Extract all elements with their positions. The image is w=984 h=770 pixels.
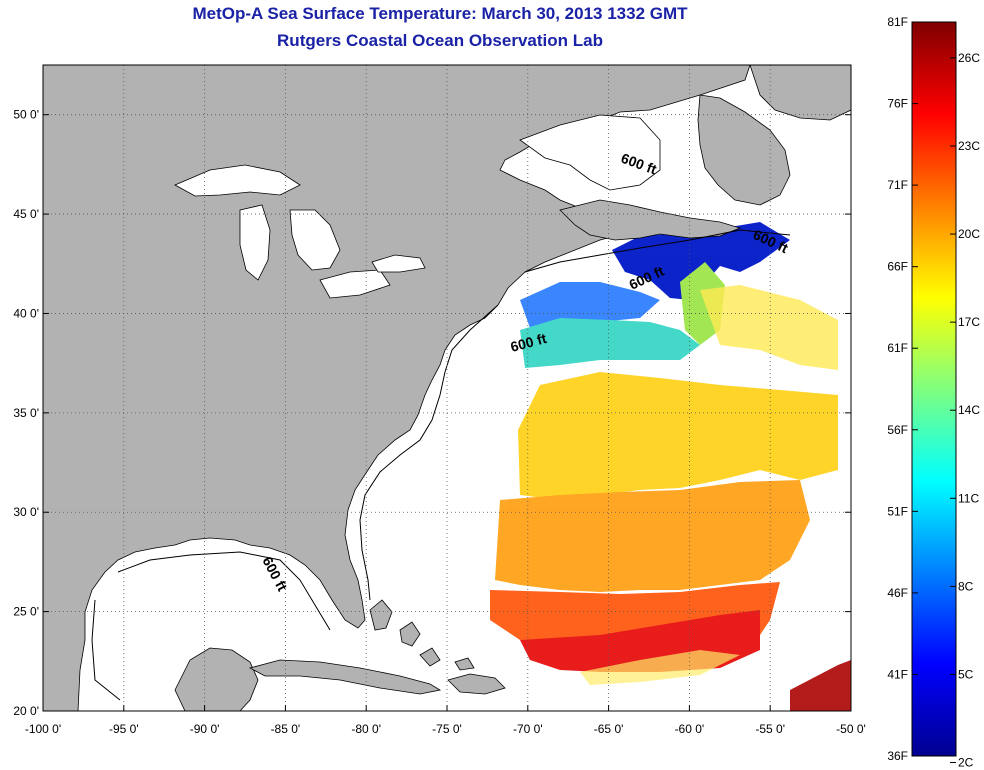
lon-tick-label: -55 0' — [755, 722, 785, 736]
lat-tick-label: 30 0' — [13, 505, 39, 519]
lat-tick-label: 40 0' — [13, 306, 39, 320]
colorbar-f-label: 66F — [887, 260, 908, 274]
colorbar-c-label: 11C — [958, 491, 979, 505]
colorbar-celsius-labels: 2C 5C 8C 11C 14C 17C 20C 23C 26C — [950, 51, 980, 770]
colorbar-c-label: 5C — [958, 667, 974, 681]
colorbar-c-label: 14C — [958, 403, 980, 417]
colorbar-f-label: 56F — [887, 423, 908, 437]
colorbar-c-label: 17C — [958, 315, 980, 329]
lon-tick-label: -95 0' — [109, 722, 139, 736]
colorbar-c-label: 23C — [958, 139, 980, 153]
lon-tick-label: -65 0' — [594, 722, 624, 736]
lat-tick-label: 25 0' — [13, 605, 39, 619]
colorbar-f-label: 71F — [887, 178, 908, 192]
lon-tick-label: -100 0' — [25, 722, 61, 736]
lon-tick-label: -50 0' — [836, 722, 866, 736]
lon-tick-label: -85 0' — [271, 722, 301, 736]
colorbar-f-label: 61F — [887, 341, 908, 355]
sst-swath — [490, 222, 851, 711]
colorbar-fahrenheit-labels: 36F 41F 46F 51F 56F 61F 66F 71F 76F 81F — [887, 15, 918, 763]
depth-contour-600ft — [91, 229, 791, 701]
lat-tick-label: 20 0' — [13, 704, 39, 718]
lakes — [174, 114, 661, 299]
lon-tick-label: -80 0' — [351, 722, 381, 736]
lat-tick-label: 35 0' — [13, 406, 39, 420]
map-title: MetOp-A Sea Surface Temperature: March 3… — [192, 4, 688, 23]
map-subtitle: Rutgers Coastal Ocean Observation Lab — [277, 31, 603, 50]
lon-tick-label: -75 0' — [432, 722, 462, 736]
lon-tick-label: -70 0' — [513, 722, 543, 736]
lat-tick-label: 45 0' — [13, 207, 39, 221]
colorbar-c-label: 26C — [958, 51, 980, 65]
colorbar-c-label: 2C — [958, 756, 974, 770]
colorbar-c-label: 8C — [958, 579, 974, 593]
colorbar-f-label: 51F — [887, 504, 908, 518]
colorbar-f-label: 76F — [887, 97, 908, 111]
colorbar-f-label: 81F — [887, 15, 908, 29]
lat-tick-label: 50 0' — [13, 108, 39, 122]
temperature-colorbar — [911, 21, 957, 757]
longitude-tick-labels: -100 0' -95 0' -90 0' -85 0' -80 0' -75 0' -70… — [25, 705, 866, 736]
land — [43, 65, 851, 711]
colorbar-c-label: 20C — [958, 227, 980, 241]
lon-tick-label: -90 0' — [190, 722, 220, 736]
lon-tick-label: -60 0' — [675, 722, 705, 736]
colorbar-f-label: 46F — [887, 586, 908, 600]
colorbar-f-label: 41F — [887, 667, 908, 681]
latitude-tick-labels: 20 0' 25 0' 30 0' 35 0' 40 0' 45 0' 50 0' — [13, 108, 851, 718]
colorbar-f-label: 36F — [887, 749, 908, 763]
latitude-gridlines — [43, 114, 851, 711]
